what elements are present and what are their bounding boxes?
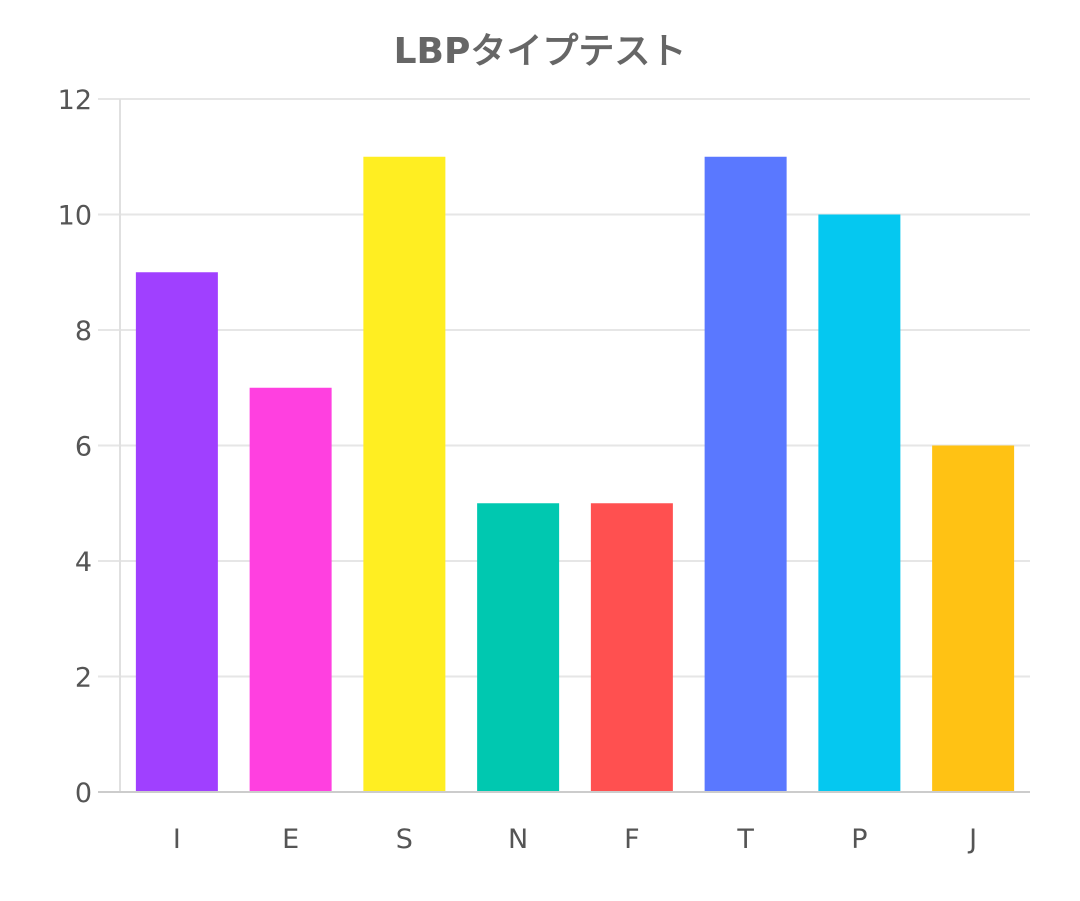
x-tick-label-F: F — [624, 824, 640, 855]
bar-J — [932, 445, 1015, 792]
y-tick-label-6: 6 — [75, 432, 92, 463]
bar-F — [590, 503, 673, 792]
axes — [98, 99, 1030, 793]
chart-title: LBPタイプテスト — [393, 31, 687, 72]
bar-E — [249, 387, 332, 792]
x-tick-label-T: T — [736, 824, 754, 855]
y-tick-label-10: 10 — [58, 201, 92, 232]
x-tick-label-S: S — [396, 824, 413, 855]
bar-P — [818, 214, 901, 792]
tick-labels: 0 2 4 6 8 10 12 I E S N F T P J — [58, 85, 977, 855]
bars — [135, 156, 1015, 792]
y-tick-label-12: 12 — [58, 85, 92, 116]
y-tick-label-0: 0 — [75, 778, 92, 809]
bar-I — [135, 272, 218, 792]
bar-T — [704, 156, 787, 792]
y-tick-label-4: 4 — [75, 547, 92, 578]
x-tick-label-J: J — [967, 824, 977, 855]
x-tick-label-P: P — [851, 824, 867, 855]
y-tick-label-2: 2 — [75, 663, 92, 694]
bar-N — [477, 503, 560, 792]
x-tick-label-N: N — [508, 824, 528, 855]
bar-S — [363, 156, 446, 792]
y-tick-label-8: 8 — [75, 316, 92, 347]
x-tick-label-E: E — [282, 824, 299, 855]
x-tick-label-I: I — [173, 824, 181, 855]
